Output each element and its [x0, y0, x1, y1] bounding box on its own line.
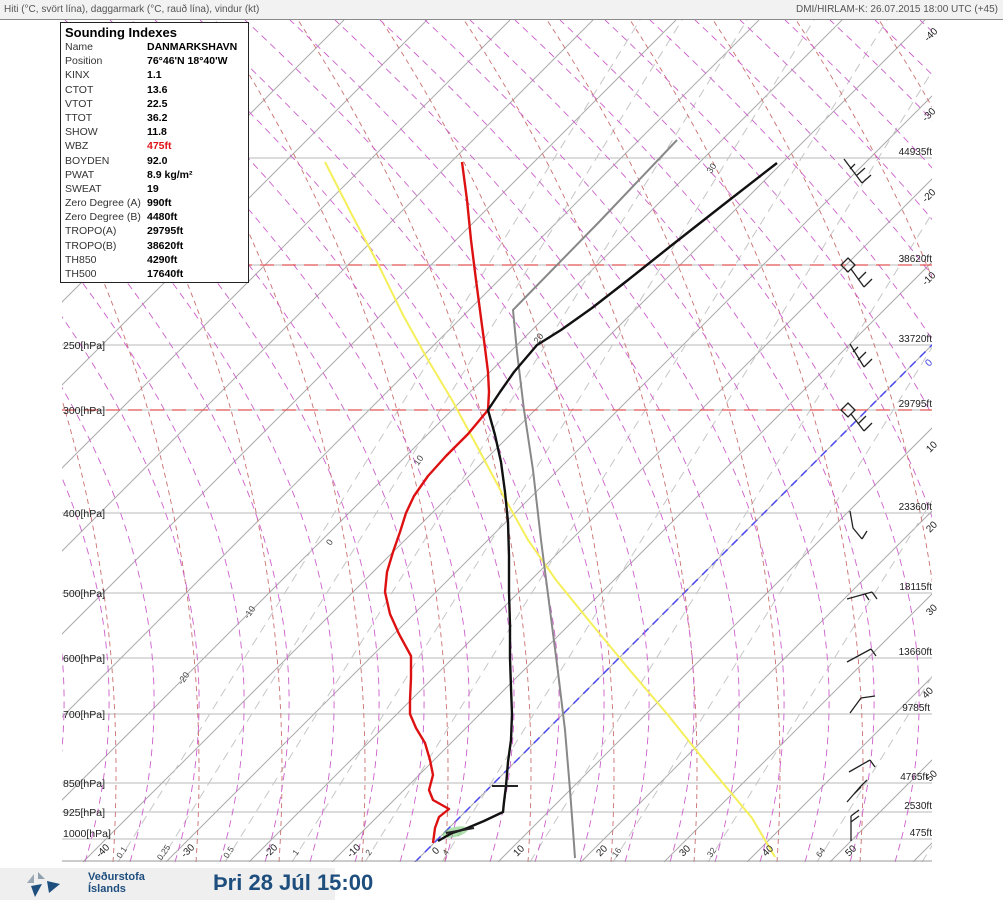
altitude-label: 18115ft	[899, 582, 932, 593]
isotherm-label: -30	[920, 106, 938, 124]
table-row: TROPO(A) 29795ft	[65, 225, 184, 238]
wind-barb-icon	[850, 268, 873, 288]
theta-label: 20	[532, 331, 546, 345]
isotherm-label: -40	[922, 26, 940, 44]
legend-text: Hiti (°C, svört lína), daggarmark (°C, r…	[4, 4, 260, 15]
standard-atmosphere-line	[511, 139, 678, 859]
altitude-label: 4765ft	[900, 772, 928, 783]
pressure-label: 925[hPa]	[63, 807, 105, 819]
altitude-label: 475ft	[910, 828, 932, 839]
table-row: BOYDEN 92.0	[65, 154, 168, 167]
wind-barb-icon	[846, 648, 877, 663]
table-row: WBZ 475ft	[65, 140, 172, 153]
isotherm-label: -10	[920, 270, 938, 288]
pressure-label: 600[hPa]	[63, 653, 105, 665]
table-row: CTOT 13.6	[65, 83, 168, 96]
pressure-label: 300[hPa]	[63, 405, 105, 417]
wind-barb-column	[840, 158, 878, 841]
sounding-indexes-table: Sounding Indexes Name DANMARKSHAVN Positi…	[60, 22, 249, 284]
table-row: TROPO(B) 38620ft	[65, 239, 184, 252]
pressure-label: 500[hPa]	[63, 588, 105, 600]
isotherm-label: -20	[920, 187, 938, 205]
pressure-label: 250[hPa]	[63, 340, 105, 352]
footer-bar: Veðurstofa Íslands Þri 28 Júl 15:00	[0, 868, 1003, 900]
theta-label: 30	[705, 161, 719, 175]
altitude-label: 38620ft	[899, 254, 933, 265]
level-tick-surface	[445, 827, 475, 834]
freezing-isotherm-label: 0	[923, 357, 935, 369]
pressure-axis: 250[hPa] 300[hPa] 400[hPa] 500[hPa] 600[…	[63, 340, 111, 840]
table-row: SWEAT 19	[65, 182, 159, 195]
tropopause-diamond-icon	[840, 257, 856, 273]
valid-datetime: Þri 28 Júl 15:00	[213, 870, 374, 895]
table-row: Zero Degree (B) 4480ft	[65, 211, 178, 224]
altitude-label: 13660ft	[899, 647, 933, 658]
isotherm-label: 30	[924, 602, 940, 618]
theta-label: 10	[412, 453, 426, 467]
pressure-label: 400[hPa]	[63, 508, 105, 520]
altitude-axis: 44935ft 38620ft 33720ft 29795ft 23360ft …	[899, 147, 933, 839]
pressure-label: 1000[hPa]	[63, 828, 111, 840]
table-row: VTOT 22.5	[65, 97, 168, 110]
wind-barb-icon	[848, 759, 876, 773]
table-row: SHOW 11.8	[65, 126, 167, 139]
table-row: Position 76°46'N 18°40'W	[65, 55, 228, 68]
mixing-ratio-label: 16	[610, 845, 624, 859]
isotherm-label: 20	[924, 519, 940, 535]
altitude-label: 44935ft	[899, 147, 933, 158]
table-row: TH850 4290ft	[65, 253, 178, 266]
temp-tick-label: -40	[94, 842, 112, 860]
table-row: TH500 17640ft	[65, 268, 184, 280]
mixing-ratio-label: 4	[440, 847, 451, 857]
brand-text: Veðurstofa Íslands	[88, 871, 145, 895]
table-row: TTOT 36.2	[65, 111, 168, 124]
tropopause-diamond-icon	[840, 402, 856, 418]
altitude-label: 9785ft	[902, 703, 930, 714]
altitude-label: 29795ft	[899, 399, 933, 410]
temp-tick-label: -10	[345, 842, 363, 860]
temp-tick-label: -30	[179, 842, 197, 860]
header-bar: Hiti (°C, svört lína), daggarmark (°C, r…	[0, 0, 1003, 20]
table-title: Sounding Indexes	[65, 25, 177, 40]
wind-barb-icon	[849, 695, 876, 714]
dewpoint-curve	[383, 161, 491, 844]
pressure-label: 850[hPa]	[63, 778, 105, 790]
wind-barb-icon	[843, 158, 872, 184]
isotherm-label: 10	[924, 439, 940, 455]
altitude-label: 23360ft	[899, 502, 933, 513]
temperature-axis-bottom: -40 -30 -20 -10 0 10 20 30 40 50	[94, 842, 859, 860]
mixing-ratio-label: 2	[363, 847, 374, 857]
wind-barb-icon	[849, 343, 873, 368]
model-run-text: DMI/HIRLAM-K: 26.07.2015 18:00 UTC (+45)	[795, 4, 998, 15]
pressure-label: 700[hPa]	[63, 709, 105, 721]
table-row: Name DANMARKSHAVN	[65, 41, 238, 53]
wind-barb-icon	[846, 591, 878, 601]
altitude-label: 33720ft	[899, 334, 933, 345]
yellow-reference-curve	[324, 161, 776, 858]
wind-barb-icon	[849, 510, 868, 540]
theta-label: 0	[324, 537, 335, 547]
wind-barb-icon	[850, 809, 860, 841]
isotherm-label: 40	[920, 685, 936, 701]
mixing-ratio-label: 64	[814, 845, 828, 859]
wind-barb-icon	[846, 779, 868, 803]
wind-barb-icon	[850, 413, 873, 432]
altitude-label: 2530ft	[904, 801, 932, 812]
table-row: PWAT 8.9 kg/m²	[65, 168, 193, 181]
vedurstofa-logo	[27, 872, 60, 897]
theta-labels: 30 20 10 0 -10 -20	[176, 161, 719, 686]
table-row: KINX 1.1	[65, 69, 162, 82]
temperature-curve	[437, 162, 778, 843]
mixing-ratio-label: 1	[290, 847, 301, 857]
temp-tick-label: -20	[262, 842, 280, 860]
table-row: Zero Degree (A) 990ft	[65, 197, 172, 210]
